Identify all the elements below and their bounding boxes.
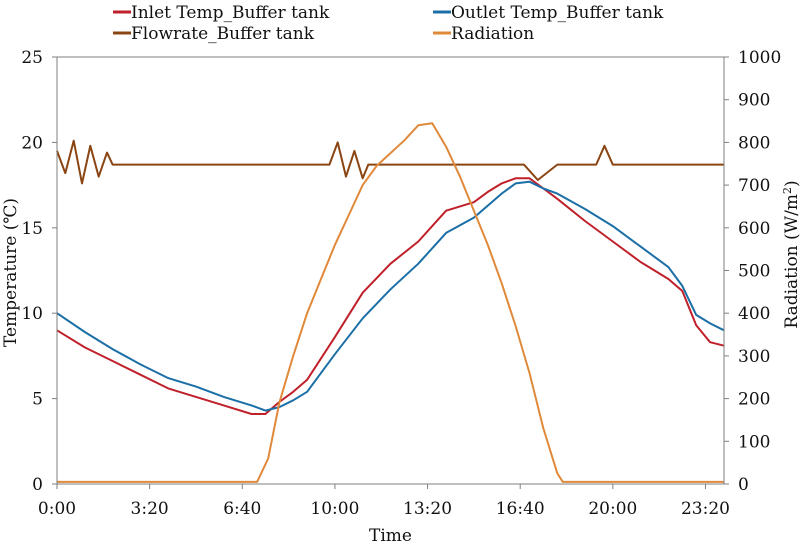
series-line-inlet-temp-buffer-tank bbox=[56, 177, 725, 415]
y-left-tick-label: 5 bbox=[32, 390, 43, 410]
series-line-radiation bbox=[57, 122, 724, 483]
y-axis-title-right: Radiation (W/m2) bbox=[781, 180, 800, 328]
y-right-tick-label: 300 bbox=[738, 347, 770, 367]
y-left-tick-label: 10 bbox=[21, 304, 43, 324]
y-right-tick-label: 600 bbox=[738, 219, 770, 239]
y-right-tick-label: 900 bbox=[738, 91, 770, 111]
y-right-tick-label: 800 bbox=[738, 133, 770, 153]
y-axis-title-right-close: ) bbox=[782, 180, 800, 187]
series-line-flowrate-buffer-tank bbox=[56, 139, 724, 185]
legend-label: Flowrate_Buffer tank bbox=[131, 24, 315, 44]
y-right-tick-label: 0 bbox=[738, 475, 749, 495]
y-right-tick-label: 500 bbox=[738, 262, 770, 282]
x-tick-label: 20:00 bbox=[588, 499, 637, 519]
legend-label: Outlet Temp_Buffer tank bbox=[451, 3, 664, 23]
x-tick-label: 23:20 bbox=[681, 499, 730, 519]
y-left-tick-label: 20 bbox=[21, 133, 43, 153]
y-right-tick-label: 200 bbox=[738, 390, 770, 410]
y-left-tick-label: 25 bbox=[21, 48, 43, 68]
y-right-tick-label: 100 bbox=[738, 432, 770, 452]
plot-frame bbox=[56, 56, 725, 485]
y-right-tick-label: 1000 bbox=[738, 48, 781, 68]
series-layer bbox=[56, 122, 725, 483]
legend: Inlet Temp_Buffer tank Outlet Temp_Buffer… bbox=[113, 3, 664, 44]
x-tick-label: 13:20 bbox=[403, 499, 452, 519]
x-tick-label: 16:40 bbox=[496, 499, 545, 519]
y-right-tick-label: 400 bbox=[738, 304, 770, 324]
series-line-outlet-temp-buffer-tank bbox=[56, 180, 725, 412]
x-tick-label: 3:20 bbox=[131, 499, 169, 519]
legend-label: Inlet Temp_Buffer tank bbox=[131, 3, 330, 23]
y-left-tick-label: 15 bbox=[21, 219, 43, 239]
y-axis-title-left: Temperature (℃) bbox=[1, 198, 21, 347]
x-tick-label: 10:00 bbox=[310, 499, 359, 519]
y-right-tick-label: 700 bbox=[738, 176, 770, 196]
y-axis-title-right-text: Radiation (W/m bbox=[782, 194, 800, 329]
axes-layer: 0:00 3:20 6:40 10:00 13:20 16:40 20:00 23:20 0 5 1… bbox=[21, 48, 781, 519]
legend-label: Radiation bbox=[451, 24, 534, 44]
y-axis-title-right-sup: 2 bbox=[781, 187, 794, 194]
x-tick-label: 6:40 bbox=[223, 499, 261, 519]
x-tick-label: 0:00 bbox=[38, 499, 76, 519]
x-axis-title: Time bbox=[369, 526, 412, 544]
y-left-tick-label: 0 bbox=[32, 475, 43, 495]
